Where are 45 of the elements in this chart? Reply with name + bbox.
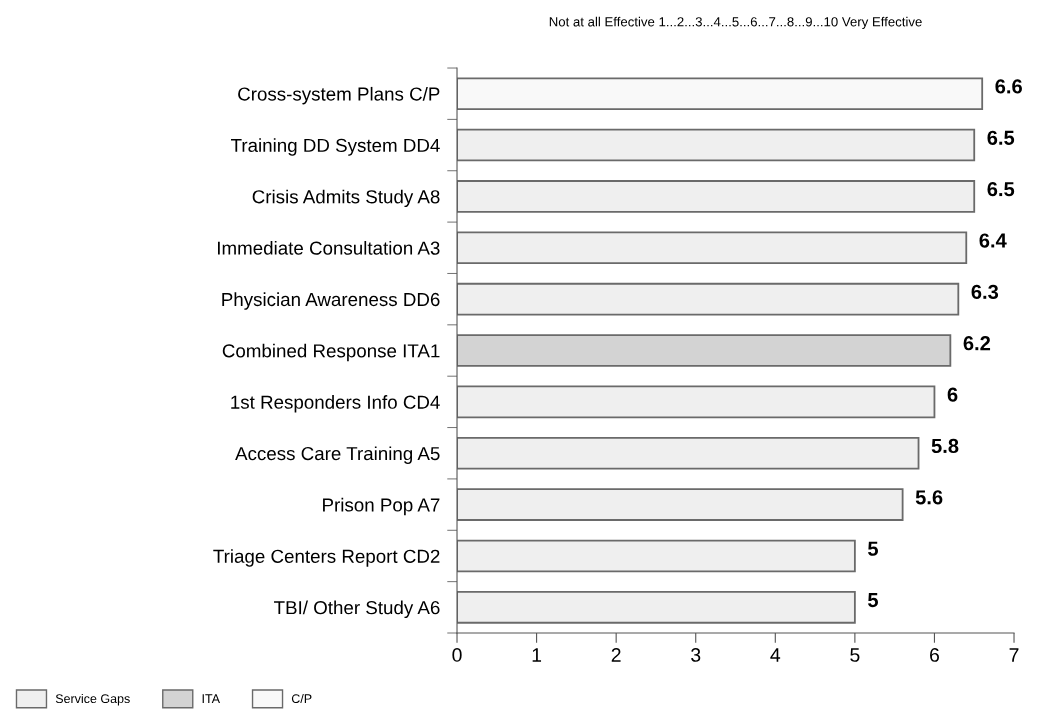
bar (457, 334, 952, 367)
data-label: 6.6 (995, 79, 1022, 94)
bar (457, 436, 920, 470)
y-tick-label: Immediate Consultation A3 (218, 240, 440, 255)
data-label: 6.3 (971, 284, 999, 300)
x-tick-label: 0 (452, 648, 462, 662)
data-label: 5 (868, 593, 879, 608)
data-label: 6.2 (963, 336, 991, 351)
legend-label: C/P (291, 693, 312, 704)
data-label: 6 (947, 387, 958, 402)
legend-label: Service Gaps (55, 693, 130, 706)
bar (457, 282, 960, 316)
x-tick-label: 6 (930, 648, 939, 662)
y-tick-label: Access Care Training A5 (235, 446, 440, 464)
bar (457, 591, 856, 624)
chart-title: Not at all Effective 1...2...3...4...5...6...7...8...9...10 Very Effective (549, 16, 922, 30)
legend-label: ITA (202, 694, 221, 703)
data-label: 5.6 (915, 490, 943, 505)
bar (457, 128, 976, 162)
x-tick-label: 1 (532, 648, 542, 662)
x-tick-label: 4 (770, 648, 781, 662)
x-tick-label: 5 (850, 648, 860, 662)
data-label: 5.8 (931, 438, 959, 454)
y-tick-label: TBI/ Other Study A6 (274, 600, 440, 619)
y-tick-label: Physician Awareness DD6 (222, 292, 440, 310)
y-tick-label: Prison Pop A7 (323, 497, 440, 516)
data-label: 5 (868, 541, 879, 556)
bar (457, 180, 976, 213)
bar (457, 488, 904, 521)
bar (457, 539, 856, 573)
y-tick-label: 1st Responders Info CD4 (231, 395, 440, 413)
x-tick-label: 2 (611, 648, 621, 662)
y-tick-label: Triage Centers Report CD2 (213, 549, 440, 567)
data-label: 6.5 (987, 182, 1015, 197)
y-tick-label: Training DD System DD4 (231, 138, 440, 156)
y-tick-label: Crisis Admits Study A8 (252, 189, 440, 208)
bar (457, 77, 984, 111)
bar (457, 231, 968, 265)
bar (457, 385, 936, 419)
data-label: 6.5 (987, 130, 1015, 145)
x-tick-label: 3 (691, 648, 701, 662)
data-label: 6.4 (979, 233, 1007, 248)
y-tick-label: Cross-system Plans C/P (238, 86, 440, 105)
y-tick-label: Combined Response ITA1 (222, 343, 440, 362)
x-tick-label: 7 (1009, 648, 1019, 662)
